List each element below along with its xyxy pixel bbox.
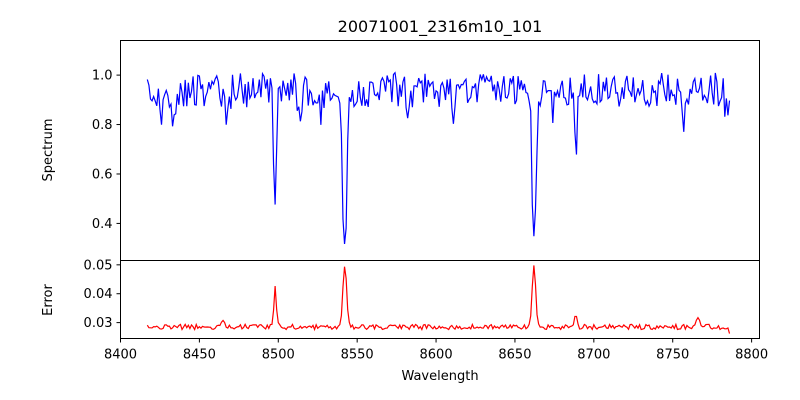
spectrum-axes-frame <box>120 40 760 261</box>
error-series-line <box>146 265 731 334</box>
spectrum-y-tick-label: 1.0 <box>92 69 113 84</box>
wavelength-x-tick-label: 8650 <box>498 348 531 363</box>
chart-title: 20071001_2316m10_101 <box>338 17 543 37</box>
error-y-ticks: 0.03 0.04 0.05 <box>84 258 121 331</box>
spectrum-series-line <box>146 71 731 245</box>
wavelength-x-tick-label: 8450 <box>183 348 216 363</box>
wavelength-x-tick-label: 8550 <box>341 348 374 363</box>
wavelength-x-tick-label: 8600 <box>420 348 453 363</box>
wavelength-x-tick-label: 8750 <box>656 348 689 363</box>
spectrum-y-tick-label: 0.8 <box>92 118 113 133</box>
wavelength-x-tick-label: 8700 <box>577 348 610 363</box>
error-y-tick-label: 0.03 <box>84 316 113 331</box>
wavelength-x-tick-label: 8800 <box>735 348 768 363</box>
spectrum-y-tick-label: 0.6 <box>92 167 113 182</box>
error-y-tick-label: 0.04 <box>84 287 113 302</box>
wavelength-x-tick-label: 8400 <box>104 348 137 363</box>
wavelength-x-label: Wavelength <box>401 369 478 384</box>
wavelength-x-ticks: 8400 8450 8500 8550 8600 8650 8700 8750 8800 <box>104 338 768 363</box>
error-y-label: Error <box>41 284 56 316</box>
wavelength-x-tick-label: 8500 <box>262 348 295 363</box>
error-y-tick-label: 0.05 <box>84 258 113 273</box>
error-axes-frame <box>120 260 760 339</box>
spectrum-y-tick-label: 0.4 <box>92 217 113 232</box>
spectrum-y-label: Spectrum <box>41 119 56 182</box>
error-plot-area <box>120 260 760 339</box>
spectrum-plot-area <box>120 40 760 261</box>
spectrum-y-ticks: 0.4 0.6 0.8 1.0 <box>92 69 121 232</box>
